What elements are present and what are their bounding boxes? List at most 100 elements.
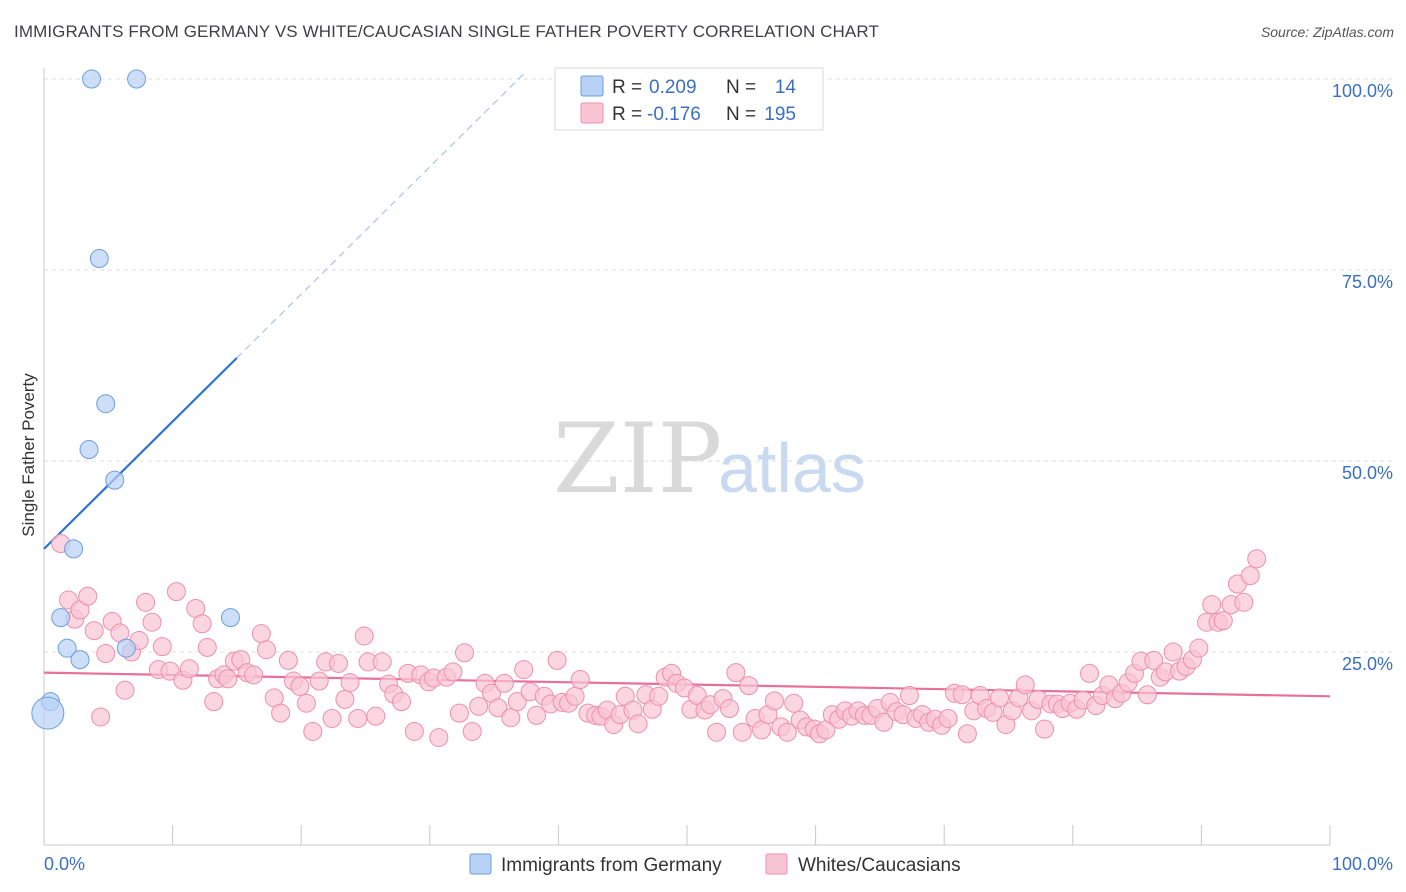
point-whites-108 (739, 676, 759, 696)
point-whites-18 (166, 582, 186, 602)
bottom-legend-swatch-germany (469, 853, 492, 875)
point-germany-1 (127, 69, 147, 89)
legend-n-label-germany: N = (726, 77, 756, 98)
point-whites-7 (96, 644, 116, 664)
point-whites-105 (719, 699, 739, 719)
point-whites-24 (204, 692, 224, 712)
point-whites-139 (938, 708, 958, 728)
point-whites-114 (777, 722, 797, 742)
point-germany-6 (64, 539, 84, 559)
point-whites-186 (1240, 566, 1260, 586)
point-whites-40 (303, 721, 323, 741)
point-whites-187 (1247, 549, 1267, 569)
y-tick-label-100: 100.0% (1332, 81, 1393, 101)
point-whites-182 (1213, 611, 1233, 631)
point-germany-8 (220, 608, 240, 628)
point-germany-10 (116, 638, 136, 658)
trend-line-0 (43, 357, 238, 550)
point-whites-45 (335, 689, 355, 709)
y-tick-label-75: 75.0% (1342, 272, 1393, 292)
point-whites-44 (328, 653, 348, 673)
point-whites-31 (244, 665, 264, 685)
point-whites-39 (296, 693, 316, 713)
point-whites-6 (91, 707, 111, 727)
point-whites-82 (570, 670, 590, 690)
stats-legend: R = 0.209 N = 14 R = -0.176 N = 195 (554, 67, 824, 131)
trend-lines (43, 70, 1331, 698)
point-whites-4 (78, 586, 98, 606)
legend-swatch-whites (580, 102, 604, 124)
point-whites-112 (764, 691, 784, 711)
legend-r-value-whites: -0.176 (647, 104, 701, 125)
point-whites-174 (1163, 642, 1183, 662)
point-whites-69 (488, 698, 508, 718)
point-whites-13 (136, 592, 156, 612)
legend-n-value-germany: 14 (775, 77, 797, 98)
point-whites-71 (501, 708, 521, 728)
point-whites-185 (1234, 592, 1254, 612)
legend-r-label-germany: R = (612, 77, 642, 98)
point-whites-43 (322, 708, 342, 728)
point-whites-78 (547, 650, 567, 670)
legend-r-label-whites: R = (612, 104, 642, 125)
legend-n-label-whites: N = (726, 104, 756, 125)
point-germany-11 (70, 650, 90, 670)
point-whites-133 (899, 686, 919, 706)
point-whites-47 (348, 708, 368, 728)
point-whites-35 (271, 703, 291, 723)
point-whites-107 (732, 722, 752, 742)
point-germany-2 (89, 249, 109, 269)
point-whites-64 (455, 643, 475, 663)
point-whites-56 (404, 721, 424, 741)
point-whites-171 (1144, 650, 1164, 670)
point-whites-36 (278, 650, 298, 670)
chart-title: IMMIGRANTS FROM GERMANY VS WHITE/CAUCASI… (14, 22, 879, 41)
point-whites-151 (1015, 675, 1035, 695)
point-whites-60 (429, 728, 449, 748)
point-whites-65 (462, 721, 482, 741)
point-whites-38 (290, 676, 310, 696)
point-whites-22 (192, 614, 212, 634)
y-tick-label-25: 25.0% (1342, 654, 1393, 674)
point-whites-170 (1137, 685, 1157, 705)
point-whites-70 (494, 673, 514, 693)
point-whites-180 (1202, 595, 1222, 615)
point-germany-3 (96, 394, 116, 414)
point-whites-72 (507, 692, 527, 712)
point-whites-178 (1189, 638, 1209, 658)
point-whites-27 (218, 669, 238, 689)
point-whites-50 (366, 706, 386, 726)
legend-n-value-whites: 195 (764, 104, 796, 125)
point-whites-46 (340, 673, 360, 693)
point-whites-14 (142, 612, 162, 632)
watermark: ZIP atlas (553, 403, 866, 515)
axes (43, 68, 1331, 846)
point-whites-23 (197, 637, 217, 657)
point-whites-147 (989, 688, 1009, 708)
point-whites-54 (392, 692, 412, 712)
point-whites-142 (957, 724, 977, 744)
x-tick-label-min: 0.0% (44, 854, 85, 874)
bottom-legend-label-whites: Whites/Caucasians (798, 855, 961, 876)
point-whites-32 (251, 624, 271, 644)
point-germany-7 (51, 608, 71, 628)
bottom-legend-swatch-whites (765, 853, 788, 875)
x-tick-label-max: 100.0% (1332, 854, 1393, 874)
point-whites-81 (565, 686, 585, 706)
point-whites-20 (179, 659, 199, 679)
bottom-legend-label-germany: Immigrants from Germany (501, 855, 722, 876)
point-whites-129 (874, 712, 894, 732)
point-germany-13 (31, 696, 65, 730)
point-whites-63 (449, 703, 469, 723)
point-whites-73 (514, 660, 534, 680)
series-legend: Immigrants from Germany Whites/Caucasian… (469, 853, 961, 876)
point-whites-16 (152, 637, 172, 657)
point-whites-141 (952, 685, 972, 705)
point-whites-103 (707, 722, 727, 742)
legend-r-value-germany: 0.209 (649, 77, 697, 98)
point-whites-51 (372, 652, 392, 672)
point-whites-10 (115, 680, 135, 700)
point-whites-66 (469, 696, 489, 716)
source-label: Source: ZipAtlas.com (1260, 24, 1394, 40)
